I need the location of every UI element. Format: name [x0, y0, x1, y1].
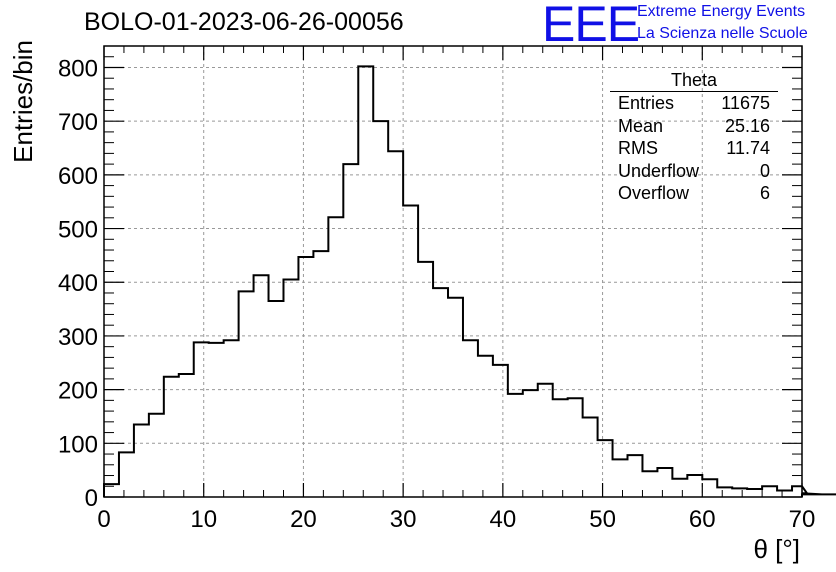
y-tick-label: 400	[58, 270, 98, 297]
y-tick-label: 700	[58, 109, 98, 136]
stats-value: 11675	[721, 93, 770, 113]
x-tick-label: 20	[290, 506, 317, 533]
x-tick-label: 0	[97, 506, 110, 533]
stats-label: RMS	[618, 138, 658, 158]
histogram-series	[103, 65, 836, 497]
stats-row: Mean 25.16	[610, 115, 778, 138]
x-tick-label: 10	[190, 506, 217, 533]
stats-title: Theta	[610, 70, 778, 92]
x-tick-label: 50	[589, 506, 616, 533]
y-tick-label: 200	[58, 378, 98, 405]
stats-row: RMS 11.74	[610, 137, 778, 160]
y-tick-label: 0	[85, 485, 98, 512]
y-tick-label: 800	[58, 55, 98, 82]
x-tick-label: 70	[789, 506, 816, 533]
stats-box: Theta Entries 11675 Mean 25.16 RMS 11.74 Un…	[610, 70, 778, 205]
stats-label: Underflow	[618, 160, 700, 181]
y-tick-label: 500	[58, 217, 98, 244]
chart-title: BOLO-01-2023-06-26-00056	[84, 8, 404, 36]
y-tick-label: 100	[58, 431, 98, 458]
stats-row: Overflow 6	[610, 182, 778, 205]
stats-label: Mean	[618, 115, 664, 136]
stats-value: 25.16	[724, 115, 770, 136]
stats-value: 11.74	[726, 138, 770, 158]
stats-label: Entries	[618, 93, 675, 113]
logo-line-2: La Scienza nelle Scuole	[637, 25, 808, 42]
eee-logo: EEE	[542, 0, 640, 52]
x-tick-label: 60	[689, 506, 716, 533]
grid-lines	[104, 46, 802, 497]
logo-line-1: Extreme Energy Events	[637, 3, 806, 20]
y-tick-label: 300	[58, 324, 98, 351]
x-axis-label: θ [°]	[753, 534, 800, 564]
axis-ticks	[103, 45, 803, 498]
x-tick-label: 30	[390, 506, 417, 533]
stats-value: 0	[759, 160, 770, 181]
plot-frame	[103, 45, 803, 498]
y-tick-label: 600	[58, 163, 98, 190]
stats-row: Underflow 0	[610, 160, 778, 183]
stats-row: Entries 11675	[610, 92, 778, 115]
y-axis-label: Entries/bin	[8, 40, 38, 163]
stats-label: Overflow	[618, 183, 690, 203]
stats-value: 6	[759, 183, 770, 203]
x-tick-label: 40	[490, 506, 517, 533]
